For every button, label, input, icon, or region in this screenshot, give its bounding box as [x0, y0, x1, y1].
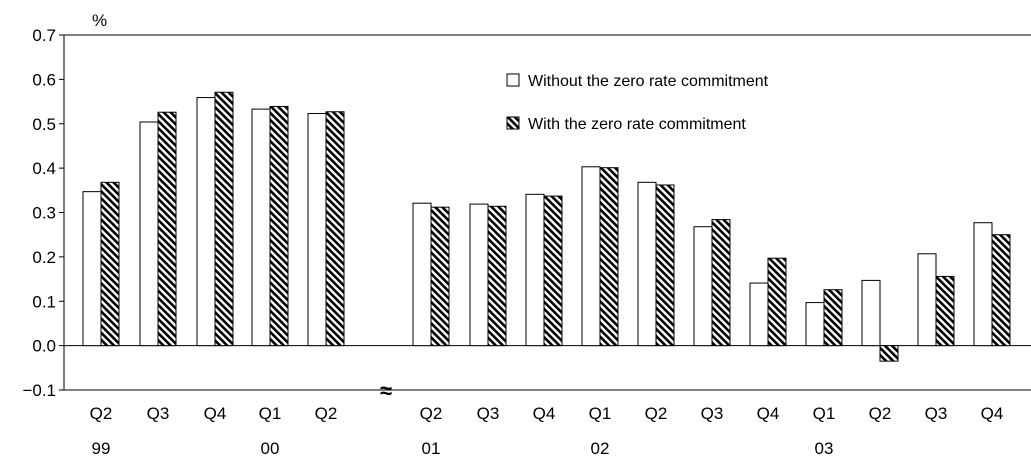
y-axis-unit-label: % — [92, 11, 107, 30]
bar-without-commitment — [637, 181, 657, 347]
y-tick-label: 0.3 — [32, 204, 56, 223]
y-tick-label: 0.5 — [32, 115, 56, 134]
bar-with-commitment — [157, 111, 177, 347]
bar-without-commitment — [82, 191, 102, 347]
x-tick-label: Q4 — [204, 404, 227, 423]
bar-without-commitment — [749, 282, 769, 347]
y-tick-label: 0.2 — [32, 248, 56, 267]
x-tick-label: Q3 — [925, 404, 948, 423]
y-tick-label: −0.1 — [22, 381, 56, 400]
bar-without-commitment — [805, 302, 825, 347]
y-tick-label: 0.6 — [32, 70, 56, 89]
bar-with-commitment — [935, 275, 955, 347]
x-tick-label: Q1 — [589, 404, 612, 423]
bar-without-commitment — [139, 121, 159, 347]
x-tick-label: Q2 — [90, 404, 113, 423]
y-tick-label: 0.7 — [32, 26, 56, 45]
y-tick-label: 0.0 — [32, 337, 56, 356]
x-tick-label: Q3 — [701, 404, 724, 423]
bar-without-commitment — [251, 108, 271, 347]
bar-with-commitment — [543, 195, 563, 347]
x-tick-label: Q2 — [315, 404, 338, 423]
bar-without-commitment — [469, 203, 489, 347]
x-tick-label: Q4 — [533, 404, 556, 423]
x-tick-label: Q2 — [869, 404, 892, 423]
x-tick-label: Q2 — [420, 404, 443, 423]
x-tick-label: Q2 — [645, 404, 668, 423]
x-year-label: 00 — [261, 439, 280, 458]
bar-with-commitment — [655, 184, 675, 347]
bar-with-commitment — [430, 206, 450, 347]
x-year-label: 02 — [591, 439, 610, 458]
legend: Without the zero rate commitment With th… — [506, 73, 769, 133]
bar-with-commitment — [325, 111, 345, 347]
x-year-label: 01 — [422, 439, 441, 458]
legend-label-with: With the zero rate commitment — [528, 116, 746, 133]
bar-without-commitment — [196, 97, 216, 347]
bar-without-commitment — [412, 202, 432, 347]
bar-with-commitment — [711, 219, 731, 347]
bar-without-commitment — [525, 193, 545, 347]
legend-swatch-without — [506, 73, 520, 87]
axis-break-symbol: ≈ — [380, 378, 392, 403]
x-year-label: 03 — [815, 439, 834, 458]
bar-without-commitment — [307, 113, 327, 347]
bars — [82, 91, 1011, 362]
bar-without-commitment — [973, 222, 993, 347]
bar-without-commitment — [861, 279, 881, 347]
y-axis-ticks: 0.7 0.6 0.5 0.4 0.3 0.2 0.1 0.0 −0.1 — [22, 26, 64, 400]
bar-with-commitment — [214, 91, 234, 347]
x-tick-label: Q4 — [981, 404, 1004, 423]
bar-without-commitment — [581, 166, 601, 347]
bar-without-commitment — [917, 253, 937, 347]
y-tick-label: 0.1 — [32, 292, 56, 311]
x-tick-label: Q1 — [813, 404, 836, 423]
bar-with-commitment — [823, 289, 843, 347]
bar-with-commitment — [269, 105, 289, 347]
x-tick-label: Q3 — [477, 404, 500, 423]
bar-with-commitment — [599, 167, 619, 347]
x-tick-label: Q1 — [259, 404, 282, 423]
x-axis-labels: Q2 Q3 Q4 Q1 Q2 Q2 Q3 Q4 Q1 Q2 Q3 Q4 Q1 Q2 Q3 Q4 99 00 01 02… — [90, 404, 1004, 458]
bar-with-commitment — [767, 257, 787, 347]
bar-with-commitment — [100, 181, 120, 347]
bar-with-commitment — [991, 234, 1011, 347]
legend-label-without: Without the zero rate commitment — [528, 73, 769, 90]
x-tick-label: Q4 — [757, 404, 780, 423]
x-year-label: 99 — [92, 439, 111, 458]
bar-without-commitment — [693, 226, 713, 347]
bar-with-commitment — [487, 205, 507, 347]
x-tick-label: Q3 — [147, 404, 170, 423]
y-tick-label: 0.4 — [32, 159, 56, 178]
bar-with-commitment — [879, 345, 899, 362]
legend-swatch-with — [506, 116, 520, 130]
